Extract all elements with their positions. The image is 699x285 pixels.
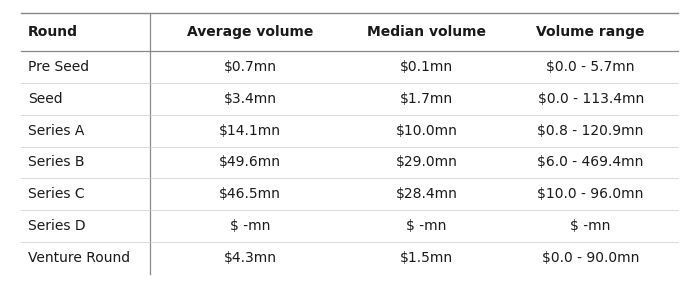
Text: Volume range: Volume range (536, 25, 645, 39)
Text: $49.6mn: $49.6mn (219, 155, 281, 170)
Text: $29.0mn: $29.0mn (396, 155, 457, 170)
Text: $0.0 - 90.0mn: $0.0 - 90.0mn (542, 251, 640, 265)
Text: Series B: Series B (28, 155, 85, 170)
Text: Median volume: Median volume (367, 25, 486, 39)
Text: $1.7mn: $1.7mn (400, 92, 453, 106)
Text: $0.1mn: $0.1mn (400, 60, 453, 74)
Text: $6.0 - 469.4mn: $6.0 - 469.4mn (538, 155, 644, 170)
Text: $ -mn: $ -mn (230, 219, 270, 233)
Text: Series C: Series C (28, 187, 85, 201)
Text: Venture Round: Venture Round (28, 251, 130, 265)
Text: $10.0mn: $10.0mn (396, 124, 457, 138)
Text: $1.5mn: $1.5mn (400, 251, 453, 265)
Text: $4.3mn: $4.3mn (224, 251, 276, 265)
Text: Round: Round (28, 25, 78, 39)
Text: Pre Seed: Pre Seed (28, 60, 89, 74)
Text: Average volume: Average volume (187, 25, 313, 39)
Text: $28.4mn: $28.4mn (396, 187, 457, 201)
Text: Seed: Seed (28, 92, 63, 106)
Text: $ -mn: $ -mn (570, 219, 611, 233)
Text: $3.4mn: $3.4mn (224, 92, 276, 106)
Text: Series A: Series A (28, 124, 85, 138)
Text: $0.0 - 5.7mn: $0.0 - 5.7mn (547, 60, 635, 74)
Text: $0.8 - 120.9mn: $0.8 - 120.9mn (538, 124, 644, 138)
Text: $ -mn: $ -mn (406, 219, 447, 233)
Text: $0.7mn: $0.7mn (224, 60, 276, 74)
Text: Series D: Series D (28, 219, 85, 233)
Text: $0.0 - 113.4mn: $0.0 - 113.4mn (538, 92, 644, 106)
Text: $46.5mn: $46.5mn (219, 187, 281, 201)
Text: $14.1mn: $14.1mn (219, 124, 281, 138)
Text: $10.0 - 96.0mn: $10.0 - 96.0mn (538, 187, 644, 201)
